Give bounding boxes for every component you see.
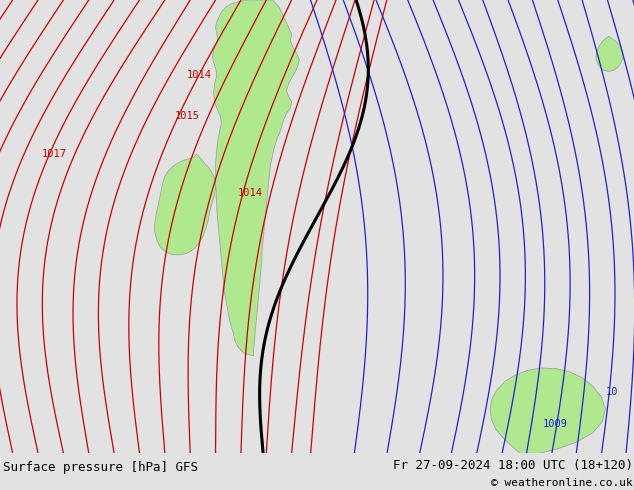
Text: © weatheronline.co.uk: © weatheronline.co.uk xyxy=(491,478,633,489)
Text: 1014: 1014 xyxy=(238,188,263,197)
Text: 1015: 1015 xyxy=(174,111,200,121)
Polygon shape xyxy=(596,36,623,72)
Polygon shape xyxy=(490,368,605,453)
Text: 1017: 1017 xyxy=(41,149,67,159)
Text: Fr 27-09-2024 18:00 UTC (18+120): Fr 27-09-2024 18:00 UTC (18+120) xyxy=(392,459,633,471)
Polygon shape xyxy=(212,0,299,356)
Polygon shape xyxy=(155,154,216,255)
Text: 1014: 1014 xyxy=(187,70,212,80)
Text: 1009: 1009 xyxy=(542,419,567,429)
Text: Surface pressure [hPa] GFS: Surface pressure [hPa] GFS xyxy=(3,462,198,474)
Text: 10: 10 xyxy=(605,387,618,397)
